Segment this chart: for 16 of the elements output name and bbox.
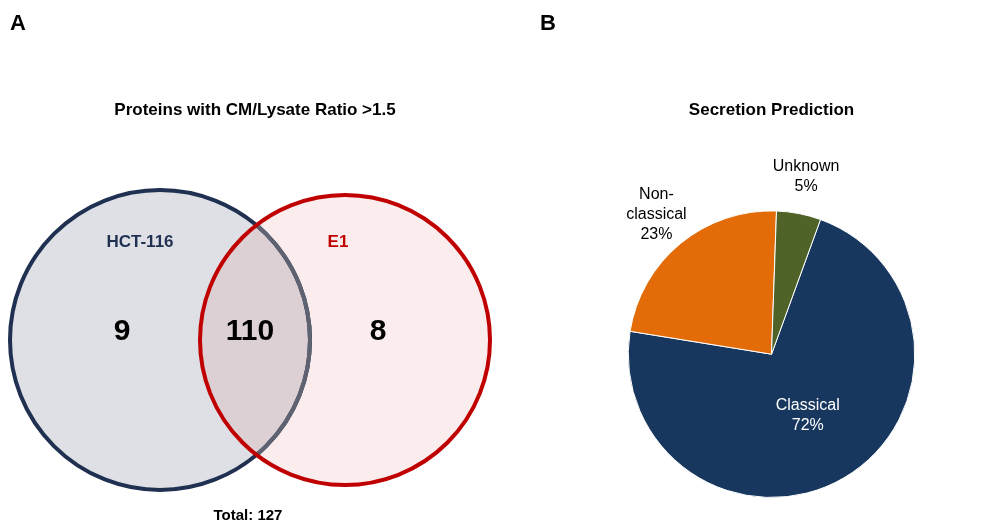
data-label: 8: [369, 313, 387, 347]
data-label: 9: [113, 313, 131, 347]
text: B: [540, 10, 556, 36]
data-label: 23%: [640, 224, 673, 242]
text: Total: 127: [213, 506, 283, 524]
data-label: 110: [225, 313, 275, 347]
slice-label: Classical: [775, 396, 840, 414]
data-label: 72%: [791, 416, 824, 434]
slice-label: Unknown: [772, 156, 840, 174]
slice-label: Non-classical: [626, 184, 687, 222]
text: A: [10, 10, 26, 36]
category-label: HCT-116: [106, 231, 174, 251]
data-label: 5%: [794, 176, 818, 194]
text: Proteins with CM/Lysate Ratio >1.5: [114, 99, 396, 119]
chart-title: Secretion Prediction: [688, 99, 855, 119]
category-label: E1: [327, 231, 349, 251]
